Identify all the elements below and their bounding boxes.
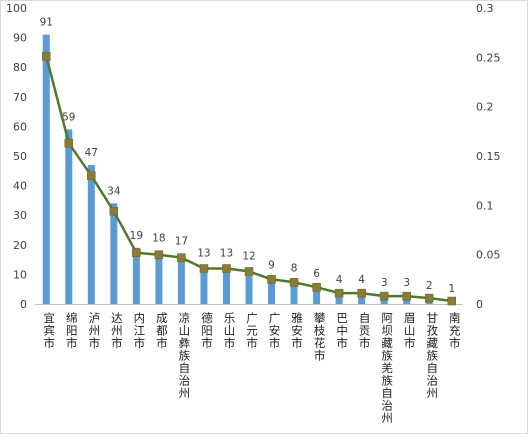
line-series: [42, 52, 456, 306]
y-right-tick-label: 0.15: [476, 150, 501, 163]
bar-data-label: 47: [85, 147, 98, 159]
bar-data-label: 9: [268, 259, 275, 271]
ratio-line: [45, 55, 452, 303]
bar-data-label: 34: [107, 185, 121, 197]
y-left-tick-label: 90: [13, 32, 27, 45]
y-left-tick-label: 30: [13, 209, 27, 222]
category-label: 德阳市: [201, 311, 213, 350]
line-marker: [154, 250, 164, 259]
bar-data-label: 4: [358, 274, 365, 286]
category-label: 南充市: [449, 311, 461, 350]
line-marker: [132, 248, 141, 257]
axes: 0 10 20 30 40 50 60 70 80 90 100 0 0.05 0.1 0.15 0.2 0.2…: [6, 2, 501, 311]
line-marker: [64, 138, 74, 148]
y-right-tick-label: 0.25: [476, 51, 501, 64]
category-label: 内江市: [134, 311, 146, 350]
bar-data-label: 2: [426, 280, 433, 292]
bar-series: [42, 34, 456, 304]
bar-data-label: 91: [40, 17, 53, 29]
y-right-tick-label: 0.1: [476, 199, 494, 212]
line-marker: [357, 288, 366, 298]
line-marker: [199, 264, 209, 273]
category-label: 自贡市: [359, 311, 371, 350]
bar-data-label: 59: [62, 111, 75, 123]
bar-data-label: 19: [130, 230, 143, 242]
bar: [65, 129, 73, 304]
category-label: 雅安市: [291, 311, 303, 350]
y-right-tick-label: 0.3: [476, 2, 494, 15]
category-label: 绵阳市: [66, 311, 78, 350]
category-label: 眉山市: [404, 311, 416, 350]
line-marker: [447, 296, 456, 306]
line-marker: [177, 253, 186, 262]
bar: [335, 292, 343, 304]
bar: [245, 268, 253, 304]
y-left-tick-label: 60: [13, 120, 27, 133]
y-right-tick-label: 0.05: [476, 249, 501, 262]
bar: [268, 277, 276, 304]
category-label: 甘孜藏族自治州: [426, 311, 438, 400]
bar-data-label: 6: [313, 268, 320, 280]
bar: [110, 203, 118, 304]
bar: [42, 34, 50, 304]
bar-data-label: 3: [381, 277, 388, 289]
category-label: 广元市: [246, 311, 258, 350]
bar-data-label: 13: [197, 248, 210, 260]
line-marker: [267, 275, 276, 284]
bar-data-label: 13: [220, 248, 233, 260]
category-labels: 宜宾市绵阳市泸州市达州市内江市成都市凉山彝族自治州德阳市乐山市广元市广安市雅安市…: [44, 311, 461, 425]
category-label: 巴中市: [336, 311, 348, 350]
y-right-tick-label: 0.2: [476, 101, 494, 114]
bar-data-label: 3: [403, 277, 410, 289]
bar: [222, 265, 230, 304]
category-label: 乐山市: [224, 311, 236, 350]
category-label: 广安市: [269, 311, 281, 350]
line-marker: [424, 293, 434, 303]
line-marker: [244, 267, 254, 276]
bar: [177, 253, 185, 304]
bar-data-label: 4: [336, 274, 343, 286]
bar-data-label: 17: [175, 236, 188, 248]
bar: [87, 164, 95, 304]
y-left-tick-label: 80: [13, 61, 27, 74]
y-left-tick-label: 10: [13, 268, 27, 281]
y-left-tick-label: 70: [13, 91, 27, 104]
line-marker: [222, 264, 231, 273]
line-marker: [87, 171, 96, 180]
y-left-tick-label: 0: [20, 298, 27, 311]
y-left-tick-label: 50: [13, 150, 27, 163]
line-marker: [42, 52, 51, 61]
line-marker: [402, 291, 411, 301]
line-marker: [379, 291, 389, 301]
category-label: 泸州市: [89, 311, 101, 350]
category-label: 攀枝花市: [314, 311, 326, 363]
bar: [313, 286, 321, 304]
y-right-tick-label: 0: [476, 298, 483, 311]
bar: [155, 250, 163, 304]
category-label: 阿坝藏族羌族自治州: [381, 311, 393, 425]
bar: [358, 292, 366, 304]
category-label: 凉山彝族自治州: [179, 311, 191, 400]
bar: [290, 280, 298, 304]
category-label: 宜宾市: [44, 311, 56, 350]
line-marker: [312, 282, 321, 292]
bar-data-label: 12: [242, 250, 255, 262]
y-left-tick-label: 40: [13, 180, 27, 193]
y-left-tick-label: 100: [6, 2, 27, 15]
bar-data-label: 8: [291, 262, 298, 274]
bar: [200, 265, 208, 304]
category-label: 成都市: [156, 311, 168, 350]
line-marker: [109, 207, 119, 216]
category-label: 达州市: [111, 311, 123, 350]
bar-data-label: 1: [448, 283, 455, 295]
bar: [132, 247, 140, 304]
y-left-tick-label: 20: [13, 239, 27, 252]
line-marker: [289, 278, 299, 287]
bar-data-label: 18: [152, 233, 165, 245]
line-marker: [334, 288, 344, 298]
data-labels: 91 59 47 34 19 18 17 13 13 12 9 8 6 4 4 3 3 2 1: [40, 17, 456, 295]
